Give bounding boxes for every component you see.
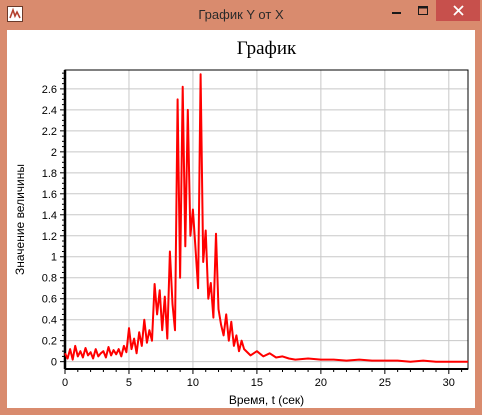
y-tick-label: 1.6 — [42, 189, 57, 201]
minimize-icon — [392, 11, 401, 14]
y-tick-label: 2.4 — [42, 105, 57, 117]
y-tick-label: 1.2 — [42, 231, 57, 243]
maximize-icon — [417, 5, 428, 15]
chart-title: График — [237, 38, 297, 59]
x-tick-label: 0 — [62, 377, 68, 389]
y-tick-label: 0.2 — [42, 336, 57, 348]
y-tick-label: 0.4 — [42, 315, 57, 327]
close-icon — [452, 5, 464, 16]
y-tick-label: 0.8 — [42, 273, 57, 285]
x-axis-label: Время, t (сек) — [229, 393, 304, 407]
app-icon[interactable] — [7, 6, 23, 22]
minimize-button[interactable] — [384, 0, 410, 21]
maximize-button[interactable] — [410, 0, 436, 21]
x-tick-label: 10 — [187, 377, 199, 389]
series-line — [64, 73, 468, 363]
x-tick-label: 5 — [126, 377, 132, 389]
y-tick-label: 0.6 — [42, 294, 57, 306]
plot-area — [65, 70, 468, 369]
x-tick-label: 15 — [251, 377, 263, 389]
y-tick-label: 1 — [51, 252, 57, 264]
title-bar[interactable]: График Y от X — [0, 0, 482, 30]
chart-panel: 0 5 10 15 20 25 30 0 0.2 0.4 0.6 0.8 1 1.2 1.4 1.6 1.8 2 2… — [7, 30, 475, 408]
x-tick-label: 30 — [443, 377, 455, 389]
close-button[interactable] — [436, 0, 480, 21]
y-axis-label: Значение величины — [13, 164, 27, 275]
y-tick-label: 1.4 — [42, 210, 57, 222]
y-tick-label: 2 — [51, 147, 57, 159]
y-tick-label: 0 — [51, 357, 57, 369]
y-tick-label: 2.6 — [42, 84, 57, 96]
y-tick-label: 2.2 — [42, 126, 57, 138]
x-tick-label: 20 — [315, 377, 327, 389]
y-tick-label: 1.8 — [42, 168, 57, 180]
line-chart: 0 5 10 15 20 25 30 0 0.2 0.4 0.6 0.8 1 1.2 1.4 1.6 1.8 2 2… — [13, 38, 469, 407]
window-title: График Y от X — [198, 7, 284, 22]
x-tick-label: 25 — [379, 377, 391, 389]
